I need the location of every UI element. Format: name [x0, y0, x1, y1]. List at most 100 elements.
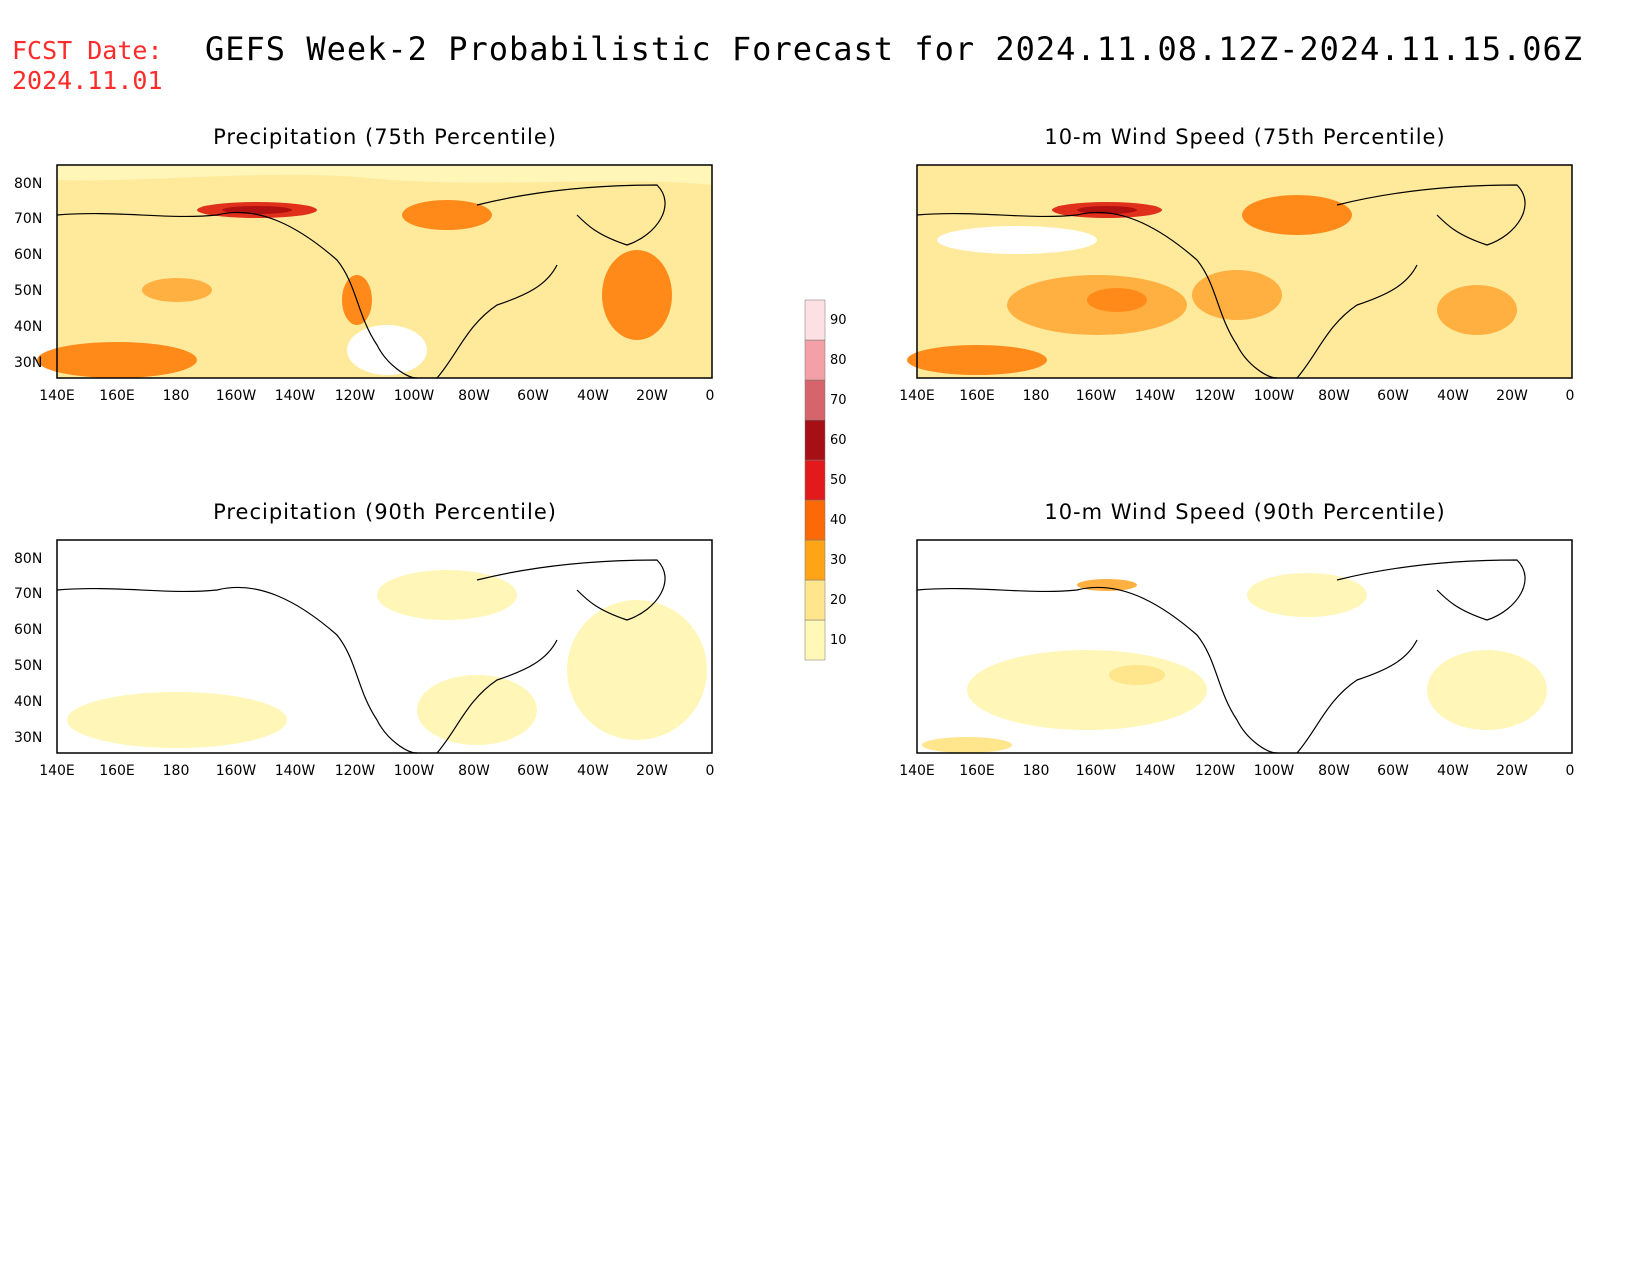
map-frame: [56, 539, 713, 754]
colorbar-swatch: [804, 299, 826, 341]
x-tick-label: 20W: [636, 763, 668, 779]
x-tick-label: 140E: [899, 388, 935, 404]
x-tick-label: 160W: [216, 763, 257, 779]
x-tick-label: 120W: [335, 763, 376, 779]
dry-region: [347, 325, 427, 375]
colorbar-label: 90: [830, 313, 847, 328]
colorbar: 10 20 30 40 50 60 70 80 90: [800, 270, 880, 690]
x-tick-label: 100W: [394, 763, 435, 779]
x-tick-label: 0: [1566, 763, 1575, 779]
x-tick-label: 180: [1023, 388, 1050, 404]
forecast-date-value: 2024.11.01: [12, 66, 163, 95]
bering-low: [937, 226, 1097, 254]
x-tick-label: 40W: [577, 763, 609, 779]
colorbar-swatch: [804, 419, 826, 461]
colorbar-svg: 10 20 30 40 50 60 70 80 90: [804, 299, 847, 661]
colorbar-swatches: [804, 299, 826, 661]
forecast-date-label: FCST Date:: [12, 36, 163, 65]
arctic-archipelago-max: [377, 570, 517, 620]
pacific-core: [1109, 665, 1165, 685]
subtropical-pacific-max: [907, 345, 1047, 375]
atlantic-max: [567, 600, 707, 740]
pacific-max: [142, 278, 212, 302]
x-tick-label: 160E: [99, 388, 135, 404]
colorbar-label: 20: [830, 593, 847, 608]
y-axis: 80N 70N 60N 50N 40N 30N: [14, 551, 42, 746]
aleutian-max: [1077, 579, 1137, 591]
y-tick-label: 40N: [14, 319, 42, 335]
main-title: GEFS Week-2 Probabilistic Forecast for 2…: [205, 30, 1584, 68]
map-frame: [56, 164, 713, 379]
x-tick-label: 160E: [99, 763, 135, 779]
colorbar-label: 60: [830, 433, 847, 448]
colorbar-labels: 10 20 30 40 50 60 70 80 90: [830, 313, 847, 648]
x-tick-label: 140W: [1135, 388, 1176, 404]
y-tick-label: 70N: [14, 211, 42, 227]
atlantic-max: [1437, 285, 1517, 335]
x-axis: 140E 160E 180 160W 140W 120W 100W 80W 60…: [899, 388, 1574, 404]
panel-title: 10-m Wind Speed (90th Percentile): [1044, 500, 1446, 524]
y-tick-label: 70N: [14, 586, 42, 602]
colorbar-label: 70: [830, 393, 847, 408]
colorbar-swatch: [804, 499, 826, 541]
x-tick-label: 80W: [1318, 388, 1350, 404]
pacific-max: [67, 692, 287, 748]
coastline: [56, 184, 666, 379]
x-tick-label: 120W: [1195, 388, 1236, 404]
x-tick-label: 40W: [1437, 388, 1469, 404]
colorbar-swatch: [804, 339, 826, 381]
colorbar-swatch: [804, 579, 826, 621]
panel-wind-75: 10-m Wind Speed (75th Percentile) 80N 70…: [870, 125, 1630, 425]
colorbar-label: 30: [830, 553, 847, 568]
x-axis: 140E 160E 180 160W 140W 120W 100W 80W 60…: [899, 763, 1574, 779]
x-tick-label: 20W: [1496, 388, 1528, 404]
map-precip-90: 80N 70N 60N 50N 40N 30N 140E 160E 180 16…: [14, 539, 714, 779]
subtropical-pacific-max: [922, 737, 1012, 753]
y-tick-label: 60N: [14, 622, 42, 638]
x-tick-label: 140W: [275, 388, 316, 404]
x-tick-label: 160E: [959, 388, 995, 404]
arctic-light-region: [57, 165, 712, 185]
panel-precip-75: Precipitation (75th Percentile) 80N 70N …: [10, 125, 770, 425]
x-tick-label: 160W: [1076, 388, 1117, 404]
arctic-archipelago-max: [1247, 573, 1367, 617]
atlantic-max: [1427, 650, 1547, 730]
x-tick-label: 60W: [517, 763, 549, 779]
map-wind-90: 80N 70N 60N 50N 40N 30N 140E 160E 180 16…: [899, 539, 1574, 779]
x-tick-label: 80W: [458, 388, 490, 404]
x-tick-label: 40W: [1437, 763, 1469, 779]
y-tick-label: 80N: [14, 551, 42, 567]
x-tick-label: 180: [163, 763, 190, 779]
x-tick-label: 80W: [458, 763, 490, 779]
x-tick-label: 0: [1566, 388, 1575, 404]
colorbar-label: 50: [830, 473, 847, 488]
x-tick-label: 40W: [577, 388, 609, 404]
x-tick-label: 180: [1023, 763, 1050, 779]
arctic-archipelago-max: [1242, 195, 1352, 235]
forecast-date-block: FCST Date: 2024.11.01: [12, 36, 163, 96]
x-tick-label: 60W: [1377, 388, 1409, 404]
colorbar-swatch: [804, 379, 826, 421]
pacific-core: [1087, 288, 1147, 312]
x-tick-label: 160E: [959, 763, 995, 779]
x-axis: 140E 160E 180 160W 140W 120W 100W 80W 60…: [39, 763, 714, 779]
colorbar-label: 40: [830, 513, 847, 528]
panel-wind-90: 10-m Wind Speed (90th Percentile) 80N 70…: [870, 500, 1630, 800]
x-tick-label: 0: [706, 763, 715, 779]
pacific-max: [967, 650, 1207, 730]
y-axis: 80N 70N 60N 50N 40N 30N: [14, 176, 42, 371]
x-tick-label: 20W: [1496, 763, 1528, 779]
x-tick-label: 60W: [517, 388, 549, 404]
colorbar-swatch: [804, 539, 826, 581]
y-tick-label: 40N: [14, 694, 42, 710]
y-tick-label: 30N: [14, 730, 42, 746]
colorbar-swatch: [804, 459, 826, 501]
x-tick-label: 120W: [335, 388, 376, 404]
aleutian-core: [1077, 206, 1137, 214]
coastline: [916, 184, 1526, 379]
map-precip-75: 80N 70N 60N 50N 40N 30N 140E 160E 180 16…: [14, 164, 714, 404]
x-tick-label: 80W: [1318, 763, 1350, 779]
atlantic-max: [602, 250, 672, 340]
x-tick-label: 100W: [394, 388, 435, 404]
panel-title: Precipitation (90th Percentile): [213, 500, 557, 524]
